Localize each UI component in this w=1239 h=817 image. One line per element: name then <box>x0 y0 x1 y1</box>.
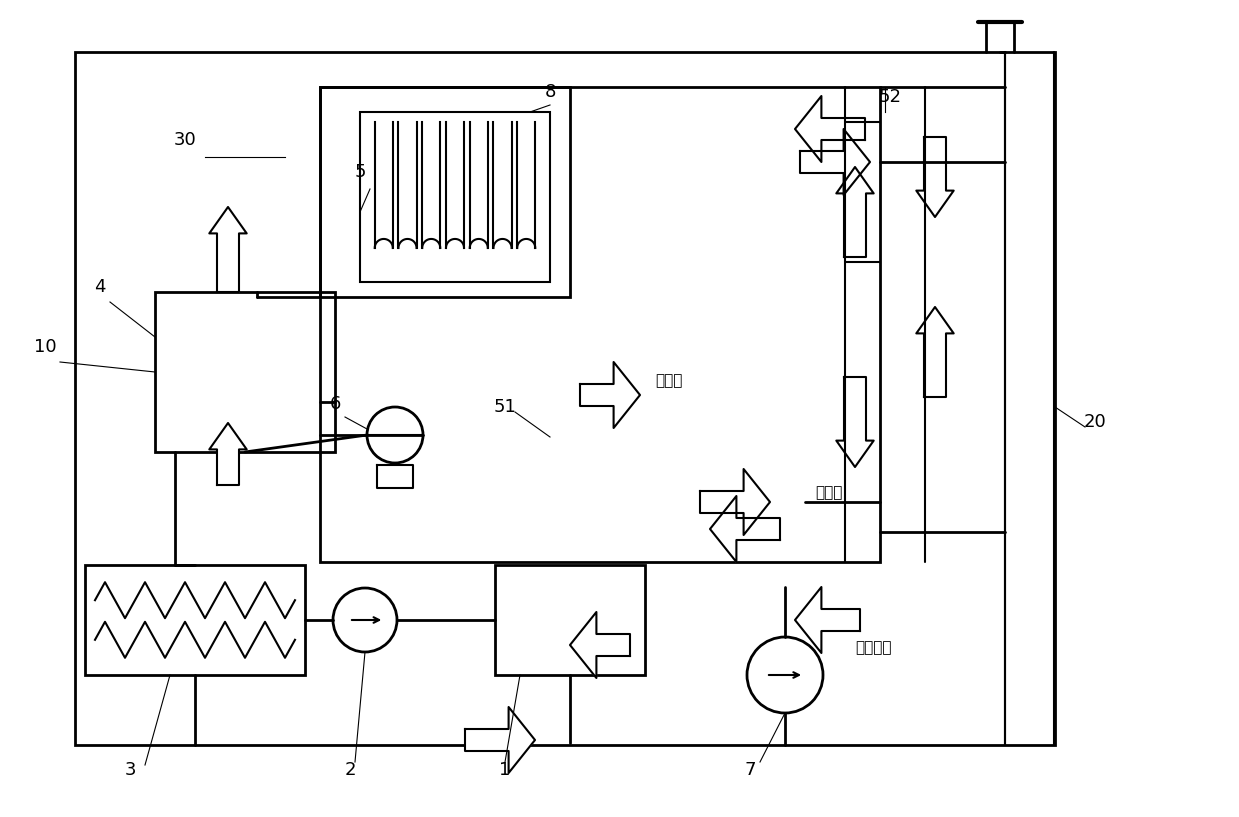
Polygon shape <box>209 207 247 292</box>
Text: 浓缩液: 浓缩液 <box>815 485 843 500</box>
Text: 8: 8 <box>544 83 555 101</box>
Polygon shape <box>710 496 781 562</box>
Text: 6: 6 <box>330 395 341 413</box>
Text: 10: 10 <box>33 338 56 356</box>
Text: 5: 5 <box>354 163 366 181</box>
Text: 3: 3 <box>124 761 136 779</box>
Bar <box>496 565 646 675</box>
Polygon shape <box>800 129 870 195</box>
Bar <box>85 565 305 675</box>
Polygon shape <box>795 96 865 162</box>
Text: 30: 30 <box>173 131 196 149</box>
Bar <box>320 87 880 562</box>
Text: 1: 1 <box>499 761 510 779</box>
Text: 废水原液: 废水原液 <box>855 640 892 655</box>
Text: 20: 20 <box>1084 413 1106 431</box>
Polygon shape <box>836 167 873 257</box>
Polygon shape <box>795 587 860 653</box>
Text: 51: 51 <box>493 398 517 416</box>
Text: 52: 52 <box>878 88 902 106</box>
Text: 7: 7 <box>745 761 756 779</box>
Bar <box>76 52 1054 745</box>
Text: 2: 2 <box>344 761 356 779</box>
Text: 冷凝水: 冷凝水 <box>655 373 683 388</box>
Polygon shape <box>917 137 954 217</box>
Polygon shape <box>836 377 873 467</box>
Polygon shape <box>917 307 954 397</box>
Polygon shape <box>570 612 629 678</box>
Polygon shape <box>700 469 769 535</box>
Bar <box>361 112 550 282</box>
Polygon shape <box>465 707 535 773</box>
Polygon shape <box>580 362 641 428</box>
Polygon shape <box>209 423 247 485</box>
Bar <box>155 292 335 452</box>
Text: 4: 4 <box>94 278 105 296</box>
Bar <box>320 87 570 297</box>
